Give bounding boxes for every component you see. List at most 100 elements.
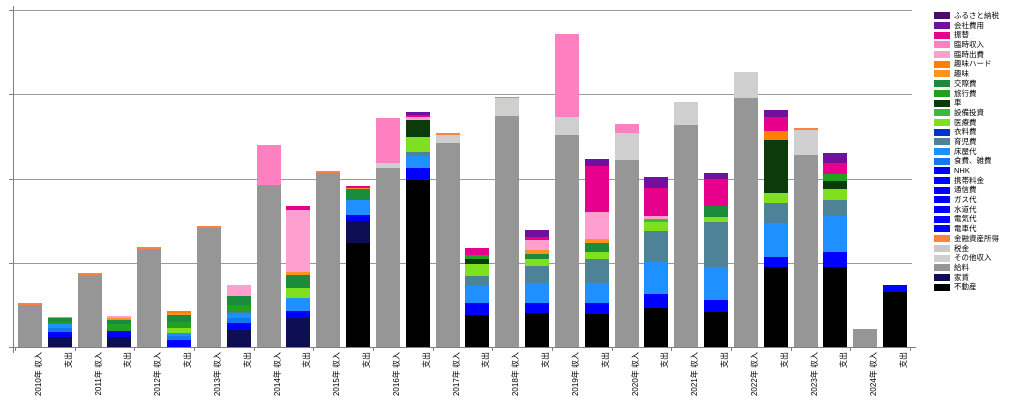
x-axis-label: 支出 [63,352,73,368]
bar-segment [644,215,669,219]
bar-segment [375,162,400,168]
legend-item: 会社費用 [934,21,999,31]
bar [674,101,699,347]
bar-segment [644,261,669,294]
x-axis-label: 2012年 収入 [153,352,163,397]
x-axis-label: 2018年 収入 [511,352,521,397]
bar [704,172,729,347]
legend-label: 床屋代 [954,146,977,156]
bar [375,117,400,347]
legend-item: 設備投資 [934,108,999,118]
bar-segment [405,155,430,169]
bar-segment [375,167,400,347]
bar-segment [286,272,311,276]
bar-segment [763,139,788,193]
legend-swatch [934,147,950,155]
bar-segment [465,276,490,287]
bar-segment [107,336,132,347]
x-axis-label: 支出 [899,352,909,368]
bar-segment [793,154,818,347]
bar-segment [584,314,609,347]
bar-segment [346,214,371,222]
x-axis-tick [194,348,196,351]
x-axis-tick [253,348,255,351]
bar-segment [525,313,550,347]
bar-segment [823,255,848,267]
bar-segment [674,101,699,125]
x-axis-label: 2023年 収入 [809,352,819,397]
bar-segment [465,255,490,259]
bar-segment [226,311,251,315]
bar [107,315,132,347]
bar-segment [196,225,221,229]
bar-segment [584,303,609,315]
bar-segment [763,117,788,132]
x-axis-label: 支出 [481,352,491,368]
bar [525,229,550,347]
bar [763,110,788,347]
legend-swatch [934,22,950,30]
bar-segment [405,137,430,153]
bar-segment [435,143,460,347]
legend-swatch [934,12,950,20]
bar-segment [77,272,102,275]
legend-item: 食費、雑費 [934,156,999,166]
legend-label: ガス代 [954,195,977,205]
bar-segment [554,33,579,117]
legend-label: 設備投資 [954,107,984,117]
bar [614,123,639,347]
legend-item: 不動産 [934,282,999,292]
bar-segment [763,192,788,203]
bar [584,159,609,347]
legend-item: 育児費 [934,137,999,147]
bar [18,303,42,347]
bar-segment [405,120,430,138]
x-axis-label: 支出 [720,352,730,368]
bar-segment [405,152,430,156]
bar-segment [584,165,609,213]
x-axis-label: 2024年 収入 [869,352,879,397]
bar-segment [823,199,848,217]
bar-segment [226,304,251,312]
legend-label: 趣味ハード [954,59,992,69]
bar-segment [107,317,132,321]
x-axis-tick [611,348,613,351]
bar [793,127,818,347]
legend-item: 衣料費 [934,127,999,137]
x-axis-label: 2015年 収入 [332,352,342,397]
bar-segment [465,247,490,256]
legend-swatch [934,80,950,88]
legend-swatch [934,235,950,243]
bar-segment [763,110,788,118]
legend-label: 水道代 [954,204,977,214]
bar-segment [167,340,192,347]
bar-segment [47,331,72,337]
bar-segment [196,228,221,347]
bar [733,72,758,347]
x-axis-label: 支出 [660,352,670,368]
bar-segment [286,298,311,311]
y-axis-tick [9,347,13,348]
legend-label: 不動産 [954,282,977,292]
bar-segment [167,321,192,329]
bar-segment [226,296,251,305]
bar-segment [525,250,550,254]
bar-segment [495,98,520,117]
bar-segment [644,298,669,309]
bar-segment [704,266,729,300]
legend-label: 電気代 [954,214,977,224]
bar-segment [465,303,490,315]
bar [77,272,102,347]
legend-label: 食費、雑費 [954,156,992,166]
bar-segment [584,282,609,304]
bar [316,170,341,347]
bar-segment [704,217,729,223]
legend-label: 育児費 [954,136,977,146]
legend-label: 電車代 [954,224,977,234]
legend-swatch [934,177,950,185]
bar-segment [346,189,371,200]
bar [256,144,281,347]
legend-swatch [934,244,950,252]
bar-segment [525,282,550,304]
bar-segment [584,239,609,243]
